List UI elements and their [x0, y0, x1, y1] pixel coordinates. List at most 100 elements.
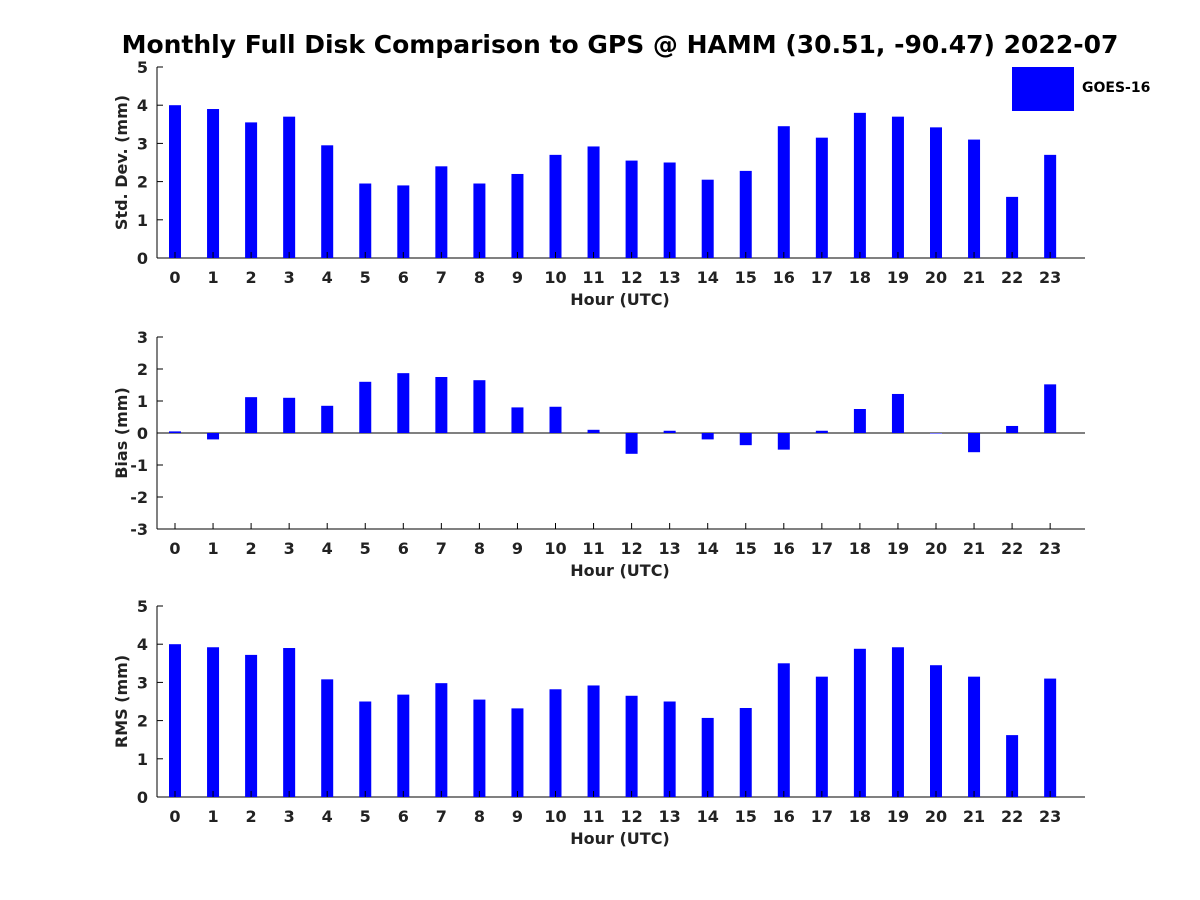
x-tick-label: 19 — [887, 268, 909, 287]
x-tick-label: 8 — [474, 268, 485, 287]
bar — [1006, 196, 1019, 258]
y-tick-label: 4 — [137, 96, 148, 115]
x-tick-label: 6 — [398, 268, 409, 287]
x-tick-label: 17 — [811, 539, 833, 558]
y-tick-label: 0 — [137, 788, 148, 807]
y-tick-label: 0 — [137, 249, 148, 268]
y-tick-label: 2 — [137, 173, 148, 192]
bar — [701, 717, 714, 797]
x-tick-label: 9 — [512, 539, 523, 558]
x-tick-label: 1 — [207, 807, 218, 826]
bar — [930, 665, 942, 797]
bar — [1006, 425, 1019, 433]
x-tick-label: 1 — [207, 268, 218, 287]
bar — [930, 433, 942, 434]
legend-swatch — [1012, 67, 1074, 111]
bar — [777, 126, 790, 259]
x-tick-label: 0 — [169, 807, 180, 826]
bar — [968, 139, 981, 258]
x-tick-label: 21 — [963, 539, 985, 558]
bar — [891, 393, 904, 433]
bar — [435, 166, 448, 258]
y-tick-label: 1 — [137, 750, 148, 769]
x-tick-label: 8 — [474, 539, 485, 558]
bar — [245, 397, 258, 433]
x-tick-label: 5 — [360, 539, 371, 558]
x-tick-label: 15 — [735, 268, 757, 287]
x-tick-label: 19 — [887, 539, 909, 558]
bar — [207, 647, 220, 797]
bar — [777, 433, 790, 450]
bar — [625, 433, 638, 454]
x-tick-label: 21 — [963, 268, 985, 287]
y-tick-label: -3 — [130, 520, 148, 539]
bar — [435, 377, 448, 433]
y-tick-label: 3 — [137, 134, 148, 153]
bar — [359, 381, 372, 433]
y-tick-label: 1 — [137, 392, 148, 411]
x-tick-label: 0 — [169, 539, 180, 558]
bar — [473, 699, 486, 797]
x-tick-label: 20 — [925, 539, 947, 558]
bar — [245, 654, 258, 797]
bar — [587, 685, 600, 797]
x-tick-label: 2 — [246, 539, 257, 558]
x-tick-label: 3 — [284, 539, 295, 558]
x-tick-label: 6 — [398, 807, 409, 826]
bar — [815, 676, 828, 797]
x-tick-label: 2 — [246, 268, 257, 287]
x-tick-label: 14 — [697, 268, 719, 287]
x-tick-label: 8 — [474, 807, 485, 826]
x-tick-label: 17 — [811, 807, 833, 826]
bar — [397, 185, 410, 258]
x-tick-label: 23 — [1039, 268, 1061, 287]
x-tick-label: 22 — [1001, 539, 1023, 558]
bar — [587, 429, 600, 433]
bar — [207, 433, 220, 440]
bar — [511, 173, 524, 258]
bar — [739, 170, 752, 258]
bar — [1006, 735, 1019, 797]
bar — [549, 406, 562, 433]
bar — [891, 116, 904, 258]
y-tick-label: 0 — [137, 424, 148, 443]
y-tick-label: 5 — [137, 597, 148, 616]
x-tick-label: 22 — [1001, 268, 1023, 287]
x-tick-label: 9 — [512, 268, 523, 287]
x-tick-label: 11 — [582, 539, 604, 558]
bar — [968, 676, 981, 797]
x-tick-label: 16 — [773, 539, 795, 558]
bar — [891, 647, 904, 797]
x-tick-label: 7 — [436, 807, 447, 826]
x-tick-label: 9 — [512, 807, 523, 826]
x-tick-label: 18 — [849, 807, 871, 826]
x-tick-label: 7 — [436, 268, 447, 287]
bar — [625, 160, 638, 258]
x-tick-label: 10 — [544, 807, 566, 826]
x-tick-label: 10 — [544, 268, 566, 287]
y-tick-label: 2 — [137, 360, 148, 379]
x-tick-label: 20 — [925, 807, 947, 826]
bar — [283, 397, 296, 433]
bar — [968, 433, 981, 453]
bar — [1044, 384, 1057, 433]
x-tick-label: 6 — [398, 539, 409, 558]
x-tick-label: 12 — [620, 539, 642, 558]
bar — [321, 145, 334, 258]
bar — [359, 183, 372, 258]
bar — [663, 430, 676, 433]
bar — [701, 179, 714, 258]
y-tick-label: 4 — [137, 635, 148, 654]
x-tick-label: 21 — [963, 807, 985, 826]
x-tick-label: 17 — [811, 268, 833, 287]
bar — [169, 644, 181, 797]
x-tick-label: 11 — [582, 268, 604, 287]
x-tick-label: 16 — [773, 268, 795, 287]
bar — [739, 707, 752, 797]
x-axis-label: Hour (UTC) — [570, 290, 670, 309]
y-tick-label: 2 — [137, 712, 148, 731]
x-tick-label: 14 — [697, 807, 719, 826]
y-axis-label: Bias (mm) — [112, 387, 131, 479]
x-tick-label: 4 — [322, 807, 333, 826]
bar — [283, 648, 296, 797]
